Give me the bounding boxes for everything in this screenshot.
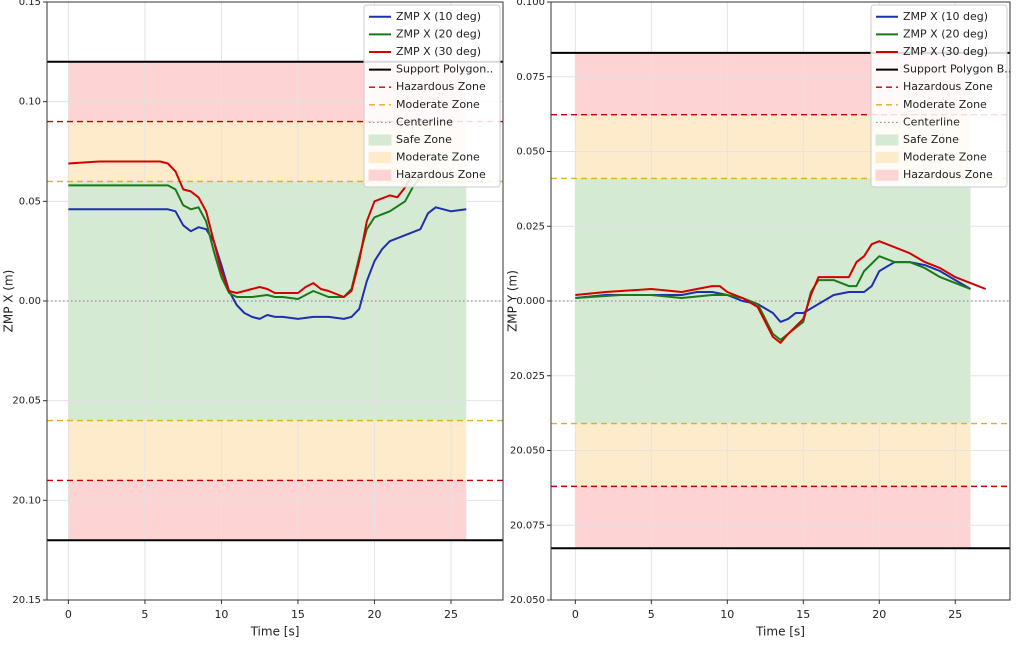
legend: ZMP X (10 deg) ZMP X (20 deg) ZMP X (30 de… <box>363 4 501 188</box>
legend-box <box>870 4 1008 188</box>
legend-swatch <box>368 152 392 164</box>
x-tick-label: 25 <box>948 608 962 621</box>
y-tick-label: 20.050 <box>510 446 545 457</box>
y-tick-label: 0.075 <box>516 72 545 83</box>
legend-label: Support Polygon.. <box>396 63 493 76</box>
legend-label: Moderate Zone <box>903 98 987 111</box>
series-line <box>68 206 467 320</box>
legend-label: Safe Zone <box>903 133 959 146</box>
legend-label: Hazardous Zone <box>903 80 993 93</box>
series-line <box>68 176 422 300</box>
x-tick-label: 20 <box>367 608 381 621</box>
series-line <box>575 240 987 344</box>
y-tick-label: 0.05 <box>19 196 41 207</box>
legend: ZMP X (10 deg) ZMP X (20 deg) ZMP X (30 de… <box>870 4 1011 188</box>
axes-frame <box>46 1 504 601</box>
legend-label: ZMP X (20 deg) <box>903 27 988 40</box>
x-axis-label: Time [s] <box>755 625 805 639</box>
legend-label: ZMP X (10 deg) <box>396 10 481 23</box>
y-tick-label: 20.15 <box>12 595 41 606</box>
x-tick-label: 5 <box>141 608 148 621</box>
legend-label: ZMP X (30 deg) <box>396 45 481 58</box>
legend-swatch <box>368 134 392 146</box>
y-tick-label: 20.025 <box>510 371 545 382</box>
legend-label: Centerline <box>903 115 960 128</box>
y-tick-label: 0.15 <box>19 0 41 8</box>
axes-frame <box>550 1 1011 601</box>
series-line <box>68 160 414 298</box>
y-tick-label: 0.100 <box>516 0 545 8</box>
y-tick-label: 20.10 <box>12 495 41 506</box>
y-axis-label: ZMP X (m) <box>2 270 16 333</box>
x-tick-label: 0 <box>65 608 72 621</box>
x-tick-label: 0 <box>572 608 579 621</box>
legend-label: Moderate Zone <box>396 151 480 164</box>
y-tick-label: 0.00 <box>19 296 41 307</box>
legend-label: Hazardous Zone <box>903 168 993 181</box>
x-tick-label: 10 <box>720 608 734 621</box>
x-tick-label: 10 <box>214 608 228 621</box>
x-axis-label: Time [s] <box>250 625 300 639</box>
x-tick-label: 25 <box>444 608 458 621</box>
y-tick-label: 0.050 <box>516 147 545 158</box>
legend-label: Hazardous Zone <box>396 80 486 93</box>
legend-label: ZMP X (30 deg) <box>903 45 988 58</box>
x-tick-label: 15 <box>796 608 810 621</box>
legend-label: Support Polygon B.. <box>903 63 1011 76</box>
zone-band <box>575 486 971 549</box>
legend-label: Centerline <box>396 115 453 128</box>
legend-label: Safe Zone <box>396 133 452 146</box>
legend-label: Hazardous Zone <box>396 168 486 181</box>
legend-box <box>363 4 501 188</box>
legend-label: ZMP X (20 deg) <box>396 27 481 40</box>
x-tick-label: 5 <box>648 608 655 621</box>
zone-band <box>68 480 467 541</box>
x-tick-label: 20 <box>872 608 886 621</box>
legend-swatch <box>875 134 899 146</box>
legend-label: Moderate Zone <box>396 98 480 111</box>
legend-label: ZMP X (10 deg) <box>903 10 988 23</box>
zone-band <box>575 423 971 487</box>
y-axis-label: ZMP Y (m) <box>506 270 520 332</box>
x-tick-label: 15 <box>291 608 305 621</box>
y-tick-label: 0.10 <box>19 97 41 108</box>
legend-label: Moderate Zone <box>903 151 987 164</box>
y-tick-label: 20.075 <box>510 520 545 531</box>
y-tick-label: 0.025 <box>516 221 545 232</box>
y-tick-label: 20.05 <box>12 396 41 407</box>
legend-swatch <box>875 152 899 164</box>
zone-band <box>68 420 467 481</box>
y-tick-label: 0.000 <box>516 296 545 307</box>
legend-swatch <box>368 169 392 181</box>
legend-swatch <box>875 169 899 181</box>
y-tick-label: 20.050 <box>510 595 545 606</box>
